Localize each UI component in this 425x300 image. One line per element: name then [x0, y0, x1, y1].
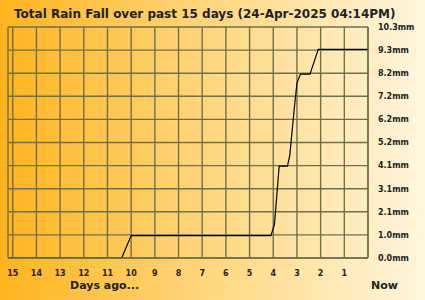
svg-text:15: 15: [8, 269, 19, 278]
svg-text:6: 6: [223, 269, 229, 278]
svg-text:8.2mm: 8.2mm: [378, 69, 409, 78]
svg-text:10: 10: [126, 269, 138, 278]
svg-text:3: 3: [294, 269, 300, 278]
svg-text:4: 4: [270, 269, 276, 278]
svg-text:9.3mm: 9.3mm: [378, 46, 409, 55]
svg-text:1.0mm: 1.0mm: [378, 231, 409, 240]
svg-text:12: 12: [78, 269, 89, 278]
svg-text:7.2mm: 7.2mm: [378, 92, 409, 101]
html-text:Now: Now: [371, 279, 398, 292]
html-text:Days ago...: Days ago...: [70, 279, 140, 292]
svg-text:8: 8: [176, 269, 182, 278]
svg-text:0.0mm: 0.0mm: [378, 254, 409, 263]
svg-text:2: 2: [318, 269, 324, 278]
svg-text:11: 11: [102, 269, 114, 278]
svg-text:7: 7: [199, 269, 205, 278]
svg-text:2.1mm: 2.1mm: [378, 208, 409, 217]
svg-text:5: 5: [247, 269, 253, 278]
svg-text:4.1mm: 4.1mm: [378, 161, 409, 170]
html-text:Total Rain Fall over past 15 d: Total Rain Fall over past 15 days (24-Ap…: [14, 7, 396, 21]
svg-text:1: 1: [342, 269, 348, 278]
svg-text:3.1mm: 3.1mm: [378, 185, 409, 194]
svg-text:10.3mm: 10.3mm: [378, 23, 414, 32]
svg-text:14: 14: [31, 269, 43, 278]
svg-text:9: 9: [152, 269, 158, 278]
svg-text:6.2mm: 6.2mm: [378, 115, 409, 124]
svg-text:5.2mm: 5.2mm: [378, 138, 409, 147]
svg-text:13: 13: [55, 269, 66, 278]
